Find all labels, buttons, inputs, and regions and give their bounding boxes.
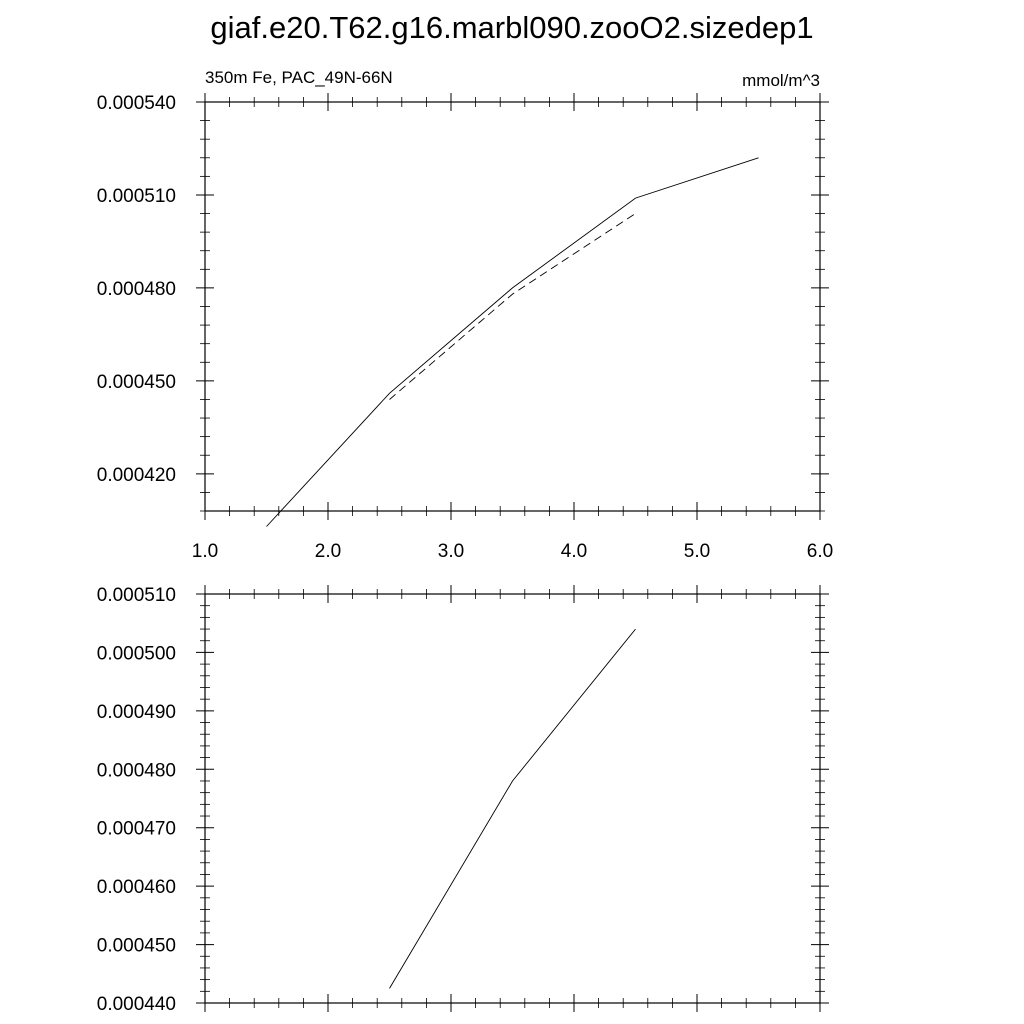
y-tick-label: 0.000450 [97,936,176,957]
figure-title: giaf.e20.T62.g16.marbl090.zooO2.sizedep1 [210,10,814,45]
series-line-2 [389,213,636,400]
plot-frame [204,101,821,512]
y-tick-label: 0.000500 [97,643,176,664]
plot-subtitle-left: 350m Fe, PAC_49N-66N [205,68,393,87]
plot-frame [204,593,821,1004]
series-line-1 [389,628,636,989]
plot-panel-2: 0.000440 0.000450 0.000460 0.000470 0.000480… [97,585,829,1015]
y-tick-label: 0.000540 [97,93,176,114]
x-tick-label: 5.0 [684,541,710,562]
x-tick-label: 3.0 [438,541,464,562]
y-tick-label: 0.000420 [97,465,176,486]
y-tick-label: 0.000510 [97,186,176,207]
y-tick-label: 0.000480 [97,279,176,300]
y-tick-label: 0.000510 [97,585,176,606]
y-tick-label: 0.000480 [97,760,176,781]
y-tick-label: 0.000440 [97,994,176,1015]
x-tick-label: 6.0 [807,541,833,562]
x-tick-label: 4.0 [561,541,587,562]
x-tick-label: 2.0 [315,541,341,562]
plot-units-label: mmol/m^3 [742,71,820,90]
y-tick-label: 0.000470 [97,819,176,840]
y-tick-label: 0.000490 [97,702,176,723]
plot-panel-1: 0.000420 0.000450 0.000480 0.000510 0.000540… [97,68,833,562]
y-tick-label: 0.000460 [97,877,176,898]
series-line-1 [266,157,759,527]
x-tick-label: 1.0 [192,541,218,562]
y-tick-label: 0.000450 [97,372,176,393]
